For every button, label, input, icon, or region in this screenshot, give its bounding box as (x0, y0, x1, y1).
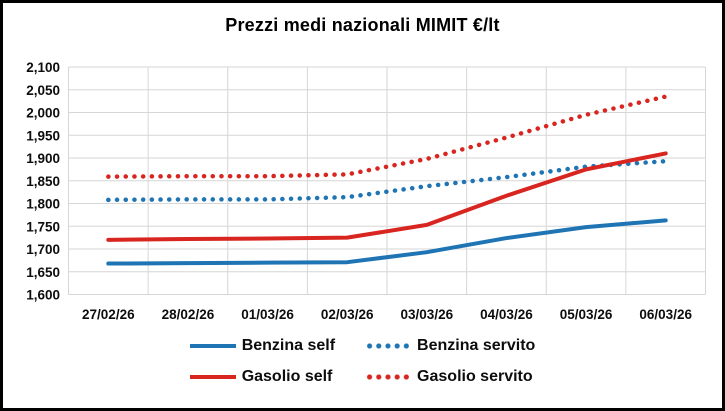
series-line-gasolio-self (106, 151, 668, 242)
chart-title: Prezzi medi nazionali MIMIT €/lt (225, 15, 500, 35)
benzina-self-line-sample-icon (189, 342, 236, 350)
x-axis-tick-label: 03/03/26 (401, 307, 454, 322)
legend-grid: Benzina self Benzina servito Gasolio sel… (189, 337, 535, 386)
gasolio-self-line-sample-icon (189, 373, 236, 381)
legend-item-gasolio-servito: Gasolio servito (365, 368, 535, 386)
x-axis-tick-label: 04/03/26 (480, 307, 533, 322)
y-axis-tick-label: 1,600 (26, 288, 60, 303)
legend-label-benzina-servito: Benzina servito (417, 337, 536, 354)
y-axis-tick-label: 1,800 (26, 197, 60, 212)
chart-legend: Benzina self Benzina servito Gasolio sel… (3, 337, 722, 386)
x-axis-tick-label: 05/03/26 (560, 307, 613, 322)
legend-label-benzina-self: Benzina self (241, 337, 336, 354)
y-axis-tick-label: 2,000 (26, 106, 60, 121)
y-axis-tick-label: 1,900 (26, 151, 60, 166)
legend-item-gasolio-self: Gasolio self (189, 368, 335, 386)
x-axis-tick-label: 01/03/26 (241, 307, 294, 322)
x-axis-tick-label: 27/02/26 (82, 307, 135, 322)
legend-label-gasolio-servito: Gasolio servito (417, 368, 533, 385)
y-axis-tick-label: 1,700 (26, 242, 60, 257)
x-axis-tick-label: 06/03/26 (639, 307, 692, 322)
y-axis-tick-label: 1,750 (26, 219, 60, 234)
y-axis-tick-label: 1,950 (26, 128, 60, 143)
legend-label-gasolio-self: Gasolio self (241, 368, 333, 385)
x-axis-tick-label: 02/03/26 (321, 307, 374, 322)
price-line-chart: 2,100 2,050 2,000 1,950 1,900 1,850 1,800 1,750… (26, 60, 706, 322)
series-line-gasolio-servito (106, 94, 668, 179)
legend-item-benzina-servito: Benzina servito (365, 337, 535, 355)
benzina-servito-dotted-sample-icon (365, 342, 412, 350)
legend-item-benzina-self: Benzina self (189, 337, 336, 355)
y-axis-tick-label: 1,650 (26, 265, 60, 280)
series-line-benzina-self (106, 218, 668, 266)
y-axis-tick-label: 2,100 (26, 60, 60, 75)
series-line-benzina-servito (106, 158, 668, 203)
y-axis-tick-label: 2,050 (26, 83, 60, 98)
x-axis-tick-label: 28/02/26 (162, 307, 215, 322)
gasolio-servito-dotted-sample-icon (365, 373, 412, 381)
y-axis-tick-label: 1,850 (26, 174, 60, 189)
